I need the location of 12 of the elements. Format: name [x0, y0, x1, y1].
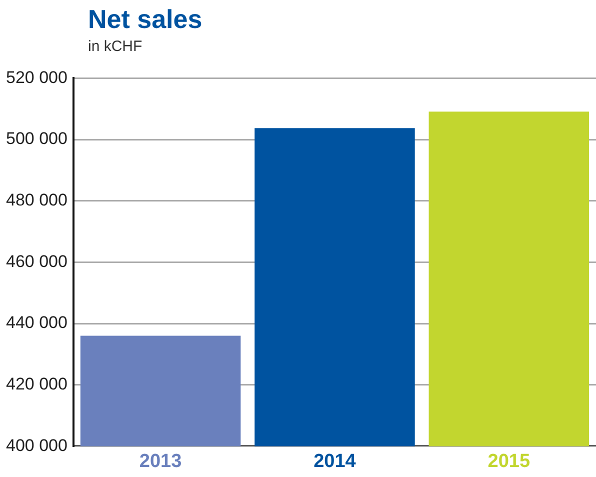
y-tick-label: 420 000 — [6, 374, 68, 394]
y-tick-label: 500 000 — [6, 129, 68, 148]
x-tick-label: 2013 — [139, 450, 182, 472]
y-tick-label: 480 000 — [6, 190, 68, 210]
x-tick-label: 2015 — [488, 450, 530, 472]
y-tick-label: 400 000 — [6, 436, 68, 455]
x-tick-label: 2014 — [314, 450, 356, 472]
y-tick-label: 440 000 — [6, 313, 68, 332]
y-tick-label: 460 000 — [6, 252, 68, 271]
chart-subtitle: in kCHF — [88, 38, 142, 55]
y-tick-label: 520 000 — [6, 68, 68, 87]
chart-title: Net sales — [88, 4, 202, 35]
